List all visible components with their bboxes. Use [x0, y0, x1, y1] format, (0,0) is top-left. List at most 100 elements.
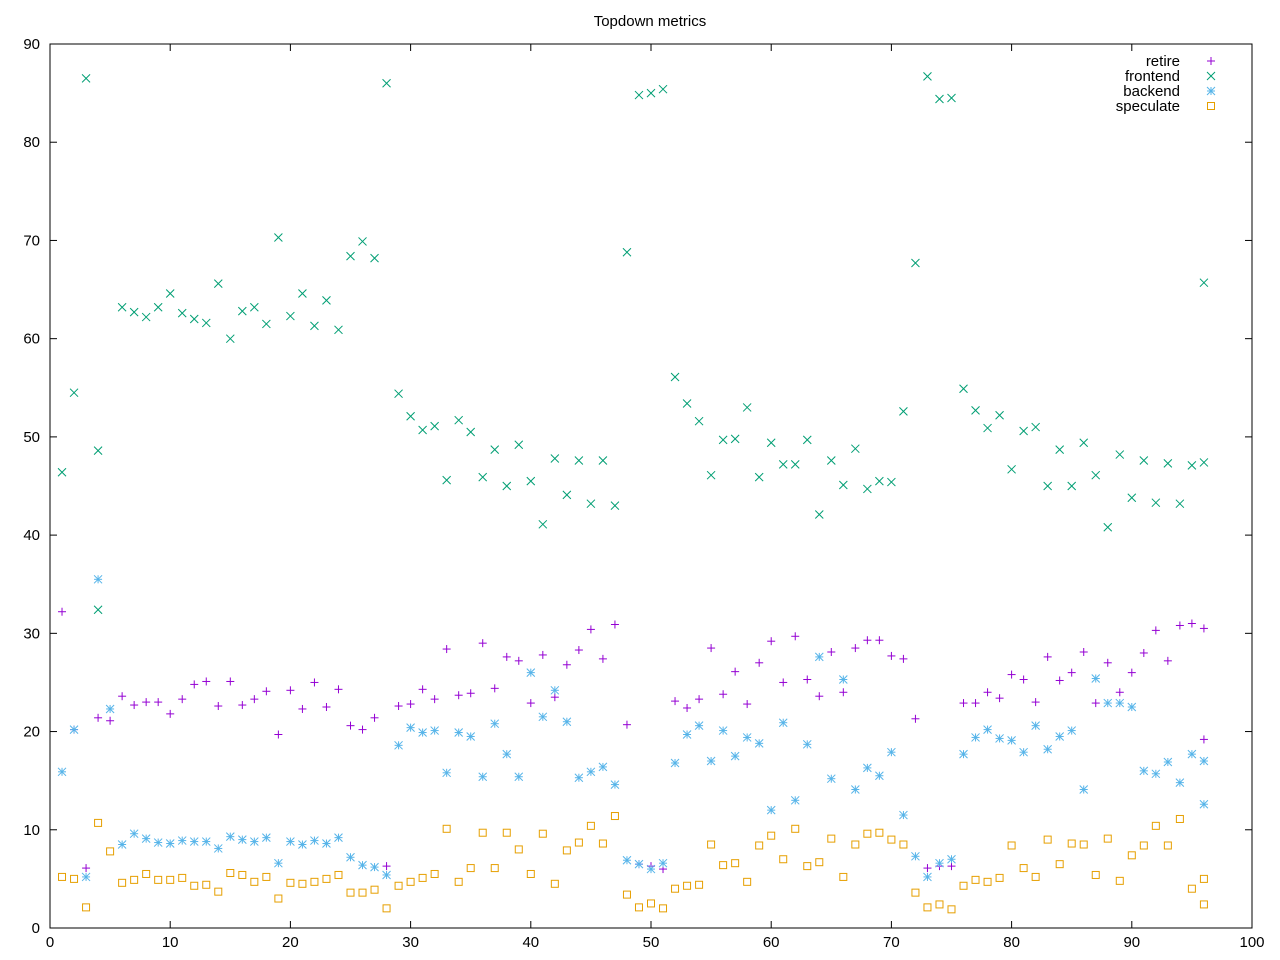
x-tick-label: 80 [1003, 934, 1020, 951]
backend-point [442, 768, 452, 778]
frontend-point [826, 456, 836, 465]
backend-point [814, 652, 824, 662]
frontend-point [213, 279, 223, 289]
frontend-point [57, 467, 67, 477]
speculate-point [875, 828, 884, 837]
retire-point [695, 695, 704, 704]
retire-point [707, 644, 716, 653]
speculate-point [1031, 872, 1040, 881]
frontend-point [430, 421, 439, 431]
frontend-point [69, 388, 79, 398]
backend-point [57, 767, 67, 777]
frontend-point [442, 475, 452, 485]
frontend-point [1127, 493, 1137, 503]
frontend-point [93, 446, 103, 455]
backend-point [117, 840, 127, 849]
retire-point [142, 698, 151, 707]
retire-point [454, 691, 463, 700]
speculate-point [178, 873, 187, 882]
backend-point [394, 740, 403, 750]
backend-point [646, 864, 656, 874]
frontend-point [129, 307, 139, 317]
backend-point [430, 726, 439, 735]
speculate-point [466, 864, 475, 873]
retire-point [755, 658, 764, 667]
speculate-point [118, 878, 127, 887]
x-tick-label: 70 [883, 934, 900, 951]
retire-point [418, 685, 427, 694]
frontend-point [454, 415, 464, 425]
frontend-point [586, 499, 596, 509]
frontend-point [286, 311, 295, 321]
frontend-point [1067, 481, 1077, 491]
speculate-point [142, 869, 151, 878]
backend-point [694, 721, 704, 731]
backend-point [1019, 747, 1028, 757]
speculate-point [779, 855, 788, 864]
frontend-point [1115, 450, 1125, 459]
frontend-point [646, 88, 656, 98]
speculate-point [70, 874, 79, 883]
backend-point [1175, 778, 1185, 787]
backend-point [538, 712, 548, 722]
speculate-point [707, 840, 716, 849]
speculate-point [731, 859, 740, 868]
speculate-point [598, 839, 607, 848]
retire-point [430, 695, 439, 704]
backend-point [346, 852, 355, 862]
retire-point [250, 695, 259, 704]
frontend-point [177, 308, 187, 318]
frontend-point [598, 456, 608, 465]
retire-point [1091, 699, 1100, 708]
backend-point [225, 832, 235, 842]
speculate-point [502, 828, 511, 837]
backend-point [1055, 732, 1065, 741]
backend-point [1103, 698, 1113, 708]
speculate-point [659, 904, 668, 913]
backend-point [778, 718, 788, 728]
retire-point [1007, 670, 1016, 679]
y-tick-label: 0 [32, 920, 40, 937]
retire-point [130, 701, 139, 710]
backend-point [93, 574, 103, 584]
speculate-point [406, 877, 415, 886]
speculate-point [454, 877, 463, 886]
retire-point [731, 667, 740, 676]
backend-point [177, 836, 187, 845]
speculate-point [671, 884, 680, 893]
frontend-point [634, 90, 644, 100]
speculate-point [1139, 841, 1148, 850]
frontend-point [358, 237, 367, 246]
speculate-point [1007, 841, 1016, 850]
retire-point [971, 699, 980, 708]
frontend-point [262, 319, 271, 329]
y-tick-label: 40 [23, 527, 40, 544]
frontend-point [1103, 522, 1113, 532]
backend-point [286, 837, 295, 846]
retire-point [791, 632, 800, 641]
backend-point [81, 872, 91, 882]
frontend-point [1139, 456, 1149, 465]
frontend-point [298, 289, 307, 298]
retire-point [154, 698, 163, 707]
speculate-point [983, 877, 992, 886]
backend-point [586, 767, 596, 777]
x-tick-label: 100 [1239, 934, 1264, 951]
frontend-point [754, 472, 764, 482]
retire-point [538, 650, 547, 659]
retire-point [586, 625, 595, 634]
retire-point [1067, 668, 1076, 677]
speculate-point [719, 861, 728, 870]
backend-point [165, 839, 175, 848]
retire-point [947, 862, 956, 871]
frontend-point [658, 84, 668, 94]
backend-point [406, 723, 415, 732]
backend-point [1067, 726, 1077, 735]
speculate-point [346, 888, 355, 897]
backend-point [1091, 674, 1101, 683]
frontend-point [81, 74, 91, 83]
retire-point [959, 699, 968, 708]
y-tick-label: 50 [23, 429, 40, 446]
